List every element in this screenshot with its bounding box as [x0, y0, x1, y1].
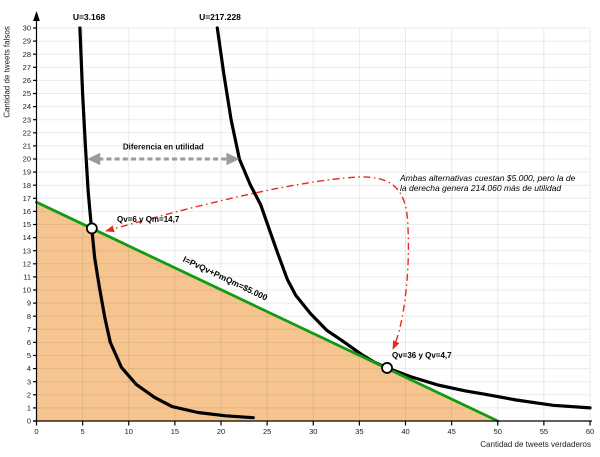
utility-gain-connector — [105, 176, 410, 350]
x-tick-label: 60 — [586, 427, 594, 436]
y-tick-label: 11 — [23, 273, 31, 282]
y-tick-label: 21 — [23, 142, 31, 151]
y-tick-label: 22 — [23, 128, 31, 137]
y-tick-label: 27 — [23, 63, 31, 72]
y-tick-label: 6 — [27, 338, 31, 347]
axes — [33, 19, 592, 426]
x-tick-label: 5 — [81, 427, 85, 436]
y-tick-label: 29 — [23, 37, 31, 46]
indifference-curve-low-label: U=3.168 — [73, 12, 106, 22]
x-tick-label: 15 — [171, 427, 179, 436]
y-tick-label: 3 — [27, 377, 31, 386]
y-tick-label: 13 — [23, 246, 31, 255]
y-tick-label: 12 — [23, 259, 31, 268]
x-tick-label: 40 — [401, 427, 409, 436]
y-tick-label: 24 — [23, 102, 31, 111]
x-tick-label: 50 — [494, 427, 502, 436]
y-tick-label: 1 — [27, 404, 31, 413]
y-tick-label: 30 — [23, 24, 31, 33]
x-tick-label: 25 — [263, 427, 271, 436]
x-tick-label: 45 — [447, 427, 455, 436]
y-tick-label: 2 — [27, 390, 31, 399]
y-tick-label: 20 — [23, 155, 31, 164]
x-tick-label: 0 — [34, 427, 38, 436]
x-tick-label: 30 — [309, 427, 317, 436]
left-optimum-marker — [85, 222, 98, 235]
y-axis-title: Cantidad de tweets falsos — [3, 26, 12, 118]
y-tick-label: 25 — [23, 89, 31, 98]
y-tick-label: 9 — [27, 299, 31, 308]
x-tick-label: 20 — [217, 427, 225, 436]
y-tick-label: 10 — [23, 286, 31, 295]
x-axis-title: Cantidad de tweets verdaderos — [480, 440, 591, 449]
y-tick-label: 28 — [23, 50, 31, 59]
y-tick-label: 19 — [23, 168, 31, 177]
difference-arrowhead-left — [87, 152, 101, 166]
x-tick-label: 10 — [125, 427, 133, 436]
x-tick-label: 55 — [540, 427, 548, 436]
utility-note-line: la derecha genera 214.060 más de utilida… — [400, 183, 561, 193]
difference-arrow-label: Diferencia en utilidad — [123, 143, 204, 152]
y-tick-label: 16 — [23, 207, 31, 216]
y-tick-label: 17 — [23, 194, 31, 203]
y-tick-label: 26 — [23, 76, 31, 85]
utility-note: Ambas alternativas cuestan $5.000, pero … — [399, 173, 576, 193]
y-tick-label: 14 — [23, 233, 31, 242]
indifference-curve-high-label: U=217.228 — [199, 12, 241, 22]
y-tick-label: 18 — [23, 181, 31, 190]
y-tick-label: 15 — [23, 220, 31, 229]
difference-arrowhead-right — [226, 152, 240, 166]
y-tick-label: 7 — [27, 325, 31, 334]
indifference-curve-low — [78, 26, 255, 420]
y-tick-label: 5 — [27, 351, 31, 360]
x-tick-label: 35 — [355, 427, 363, 436]
right-optimum-label: Qv=36 y Qv=4,7 — [392, 351, 452, 360]
y-tick-label: 4 — [27, 364, 31, 373]
y-tick-label: 0 — [27, 417, 31, 426]
utility-note-line: Ambas alternativas cuestan $5.000, pero … — [399, 173, 576, 183]
y-tick-label: 8 — [27, 312, 31, 321]
y-tick-label: 23 — [23, 115, 31, 124]
left-optimum-label: Qv=6 y Qm=14,7 — [117, 215, 180, 224]
y-axis-arrow-icon — [33, 11, 40, 21]
right-optimum-marker — [381, 362, 393, 374]
